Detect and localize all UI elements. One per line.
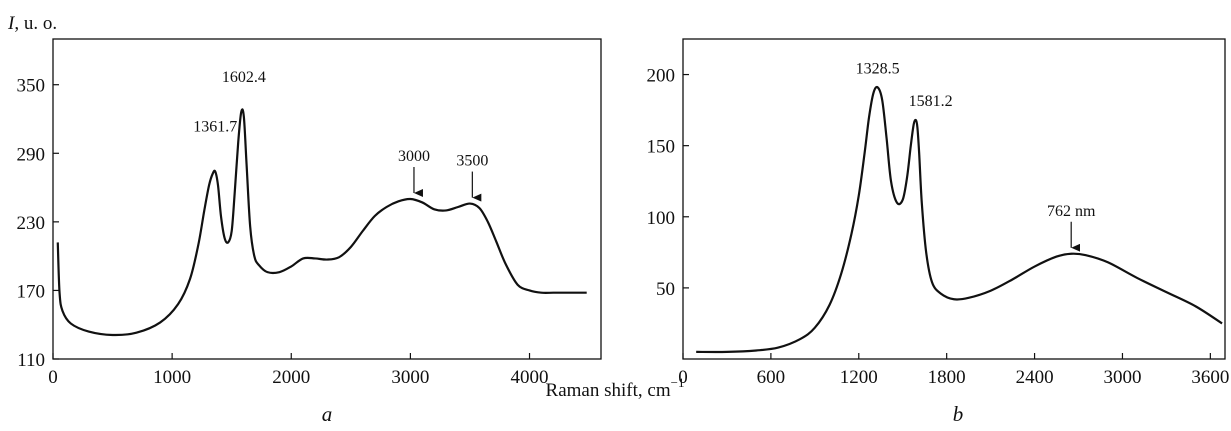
- tick-group: 0 1000 2000 3000 4000 110 170 230 290 350: [17, 76, 549, 388]
- annotation-label: 762 nm: [1047, 203, 1096, 220]
- x-axis-title-superscript: −1: [671, 375, 685, 390]
- annotation-label: 1581.2: [909, 93, 953, 110]
- plot-frame: [682, 38, 1226, 360]
- panel-label-b: b: [953, 402, 964, 426]
- y-tick-label: 170: [17, 281, 46, 302]
- y-axis-title: I, u. o.: [7, 13, 57, 34]
- plot-frame: [52, 38, 602, 360]
- y-tick-label: 230: [17, 213, 46, 234]
- series-line: [56, 108, 587, 337]
- y-tick-label: 100: [647, 208, 676, 229]
- annotation-label: 3500: [456, 153, 488, 170]
- chart-panel-b: 0 600 1200 1800 2400 3000 3600 50 100 150 200 1328…: [647, 38, 1230, 426]
- x-tick-label: 1000: [153, 367, 191, 388]
- annotation-label: 1602.4: [222, 69, 266, 86]
- y-tick-label: 200: [647, 66, 676, 87]
- series-line: [696, 85, 1223, 354]
- y-tick-label: 150: [647, 137, 676, 158]
- x-tick-label: 4000: [511, 367, 549, 388]
- x-tick-label: 3600: [1191, 367, 1229, 388]
- x-tick-label: 0: [678, 367, 688, 388]
- annotation-group: 1361.7 1602.4 3000 3500: [193, 69, 488, 202]
- annotation-group: 1328.5 1581.2 762 nm: [856, 60, 1096, 252]
- y-tick-label: 350: [17, 76, 46, 97]
- annotation-label: 1361.7: [193, 119, 237, 136]
- annotation-label: 3000: [398, 148, 430, 165]
- x-tick-label: 2400: [1016, 367, 1054, 388]
- x-axis-title: Raman shift, cm−1: [546, 375, 685, 401]
- x-tick-label: 3000: [1103, 367, 1141, 388]
- x-axis-title-text: Raman shift, cm: [546, 380, 671, 401]
- y-axis-symbol: I: [7, 13, 16, 34]
- x-tick-label: 3000: [391, 367, 429, 388]
- y-tick-label: 110: [17, 350, 45, 371]
- y-tick-label: 50: [656, 279, 675, 300]
- x-tick-label: 2000: [272, 367, 310, 388]
- annotation-label: 1328.5: [856, 60, 900, 77]
- x-tick-label: 600: [757, 367, 786, 388]
- tick-group: 0 600 1200 1800 2400 3000 3600 50 100 150 200: [647, 66, 1230, 388]
- y-axis-unit: , u. o.: [14, 13, 57, 34]
- x-tick-label: 1200: [840, 367, 878, 388]
- y-tick-label: 290: [17, 144, 46, 165]
- panel-label-a: a: [322, 402, 333, 426]
- x-tick-label: 0: [48, 367, 58, 388]
- x-tick-label: 1800: [928, 367, 966, 388]
